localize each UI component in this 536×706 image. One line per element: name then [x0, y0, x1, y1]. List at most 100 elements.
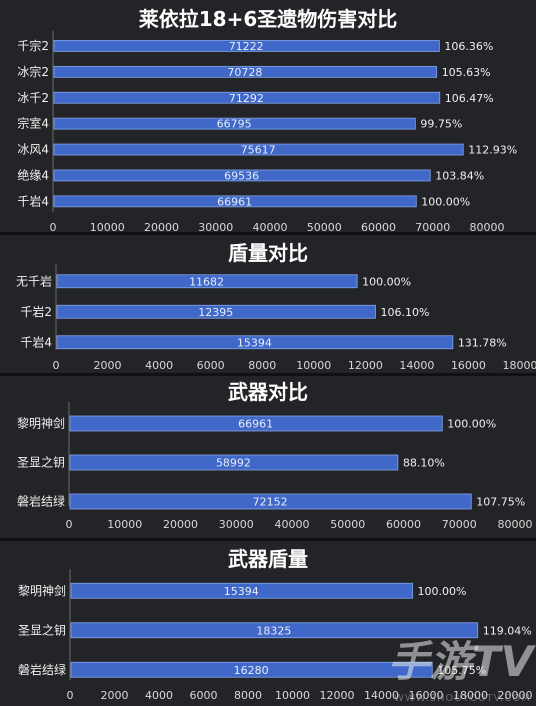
bar-value-label: 16280 — [234, 664, 269, 677]
x-tick-label: 20000 — [498, 689, 533, 702]
x-tick-label: 70000 — [415, 221, 450, 234]
chart-title: 盾量对比 — [228, 241, 308, 265]
bar-value-label: 66961 — [238, 418, 273, 431]
bar — [53, 117, 416, 130]
x-tick-label: 16000 — [409, 689, 444, 702]
x-tick-label: 60000 — [361, 221, 396, 234]
x-tick-label: 10000 — [275, 689, 310, 702]
x-tick-label: 0 — [67, 689, 74, 702]
x-tick-label: 18000 — [453, 689, 488, 702]
category-label: 千岩4 — [17, 193, 49, 208]
chart-title: 武器盾量 — [228, 547, 308, 571]
bar — [56, 304, 376, 319]
category-label: 绝缘4 — [17, 167, 49, 182]
category-label: 冰风4 — [17, 143, 49, 157]
bar-value-label: 18325 — [256, 624, 291, 637]
bar-value-label: 75617 — [241, 144, 276, 157]
category-label: 圣显之钥 — [17, 456, 65, 470]
x-tick-label: 12000 — [348, 359, 383, 372]
chart-panel-4: 武器盾量 0 2000 4000 6000 8000 10000 12000 14000 1600… — [18, 547, 533, 702]
bar-value-label: 71222 — [229, 40, 264, 53]
x-tick-label: 8000 — [248, 359, 276, 372]
category-label: 黎明神剑 — [17, 416, 65, 431]
x-tick-label: 10000 — [296, 359, 331, 372]
x-tick-label: 4000 — [145, 359, 173, 372]
x-tick-label: 10000 — [90, 221, 125, 234]
x-tick-label: 30000 — [219, 518, 254, 531]
x-tick-label: 80000 — [498, 518, 533, 531]
x-tick-label: 0 — [66, 518, 73, 531]
bar-percent-label: 88.10% — [403, 457, 445, 470]
bar-percent-label: 107.75% — [476, 496, 525, 509]
x-tick-label: 60000 — [386, 518, 421, 531]
chart-title: 莱依拉18+6圣遗物伤害对比 — [139, 7, 398, 31]
bar — [53, 65, 438, 78]
bar-percent-label: 105.75% — [437, 664, 486, 677]
bar-percent-label: 105.63% — [442, 66, 491, 79]
bar-value-label: 11682 — [189, 275, 224, 288]
x-tick-label: 2000 — [101, 689, 129, 702]
bar — [70, 582, 413, 599]
chart-title: 武器对比 — [228, 380, 308, 404]
category-label: 千岩2 — [20, 304, 52, 319]
bar-value-label: 12395 — [198, 306, 233, 319]
x-tick-label: 40000 — [253, 221, 288, 234]
x-tick-label: 40000 — [275, 518, 310, 531]
bar-percent-label: 112.93% — [468, 144, 517, 157]
category-label: 黎明神剑 — [18, 583, 66, 598]
x-tick-label: 14000 — [399, 359, 434, 372]
bar-percent-label: 106.47% — [445, 92, 494, 105]
bar-value-label: 66961 — [217, 195, 252, 208]
x-tick-label: 50000 — [307, 221, 342, 234]
x-tick-label: 20000 — [163, 518, 198, 531]
bar — [56, 335, 454, 350]
x-tick-label: 4000 — [145, 689, 173, 702]
bar — [69, 454, 399, 471]
bar-percent-label: 119.04% — [483, 624, 532, 637]
x-tick-label: 6000 — [190, 689, 218, 702]
bar — [69, 493, 472, 510]
bar-percent-label: 131.78% — [458, 336, 507, 349]
watermark-sub: WWW.SHOUYOUTV.COM — [394, 693, 531, 704]
x-tick-label: 2000 — [94, 359, 122, 372]
bar-percent-label: 100.00% — [418, 585, 467, 598]
bar-percent-label: 100.00% — [421, 195, 470, 208]
category-label: 圣显之钥 — [18, 623, 66, 637]
watermark: 手游TV WWW.SHOUYOUTV.COM — [388, 637, 536, 704]
bar-percent-label: 100.00% — [447, 418, 496, 431]
x-tick-label: 50000 — [330, 518, 365, 531]
bar — [69, 415, 443, 432]
bar — [70, 622, 479, 639]
chart-panel-3: 武器对比 0 10000 20000 30000 40000 50000 60000 70000… — [17, 380, 533, 531]
bar-value-label: 70728 — [227, 66, 262, 79]
x-tick-label: 14000 — [364, 689, 399, 702]
bar — [56, 274, 358, 289]
category-label: 冰千2 — [17, 91, 49, 105]
x-tick-label: 20000 — [144, 221, 179, 234]
category-label: 磐岩结绿 — [17, 494, 65, 509]
bar-value-label: 69536 — [224, 169, 259, 182]
x-tick-label: 0 — [50, 221, 57, 234]
bar-value-label: 15394 — [237, 336, 272, 349]
category-label: 千宗2 — [17, 38, 49, 53]
category-label: 无千岩 — [16, 273, 52, 288]
x-tick-label: 8000 — [234, 689, 262, 702]
bar — [53, 143, 464, 156]
category-label: 磐岩结绿 — [18, 662, 66, 677]
bar — [53, 169, 431, 182]
x-tick-label: 10000 — [107, 518, 142, 531]
bar-percent-label: 100.00% — [362, 275, 411, 288]
bar — [53, 40, 440, 52]
bar-value-label: 71292 — [229, 92, 264, 105]
bar-value-label: 66795 — [217, 118, 252, 131]
bar-percent-label: 99.75% — [420, 118, 462, 131]
bar-value-label: 58992 — [216, 457, 251, 470]
x-tick-label: 18000 — [503, 359, 536, 372]
chart-panel-1: 莱依拉18+6圣遗物伤害对比 0 10000 20000 30000 40000 50000… — [17, 7, 517, 234]
x-tick-label: 70000 — [442, 518, 477, 531]
bar-value-label: 72152 — [253, 496, 288, 509]
bar — [53, 195, 417, 208]
bar — [53, 91, 441, 104]
